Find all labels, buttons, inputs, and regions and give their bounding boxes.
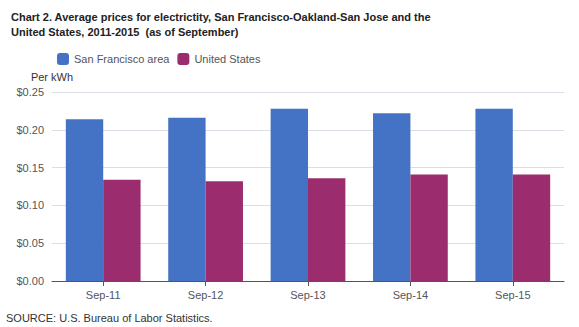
svg-text:SOURCE: U.S. Bureau of Labor S: SOURCE: U.S. Bureau of Labor Statistics. <box>6 312 213 324</box>
svg-text:Sep-13: Sep-13 <box>290 289 325 301</box>
svg-text:United States: United States <box>194 53 261 65</box>
svg-text:Per kWh: Per kWh <box>31 71 73 83</box>
svg-text:$0.15: $0.15 <box>16 162 44 174</box>
svg-text:$0.20: $0.20 <box>16 124 44 136</box>
svg-text:$0.00: $0.00 <box>16 275 44 287</box>
svg-text:$0.10: $0.10 <box>16 199 44 211</box>
svg-text:Sep-14: Sep-14 <box>393 289 428 301</box>
svg-text:San Francisco area: San Francisco area <box>74 53 170 65</box>
svg-text:Sep-15: Sep-15 <box>495 289 530 301</box>
svg-text:$0.25: $0.25 <box>16 86 44 98</box>
svg-text:United States, 2011-2015 (as: United States, 2011-2015 (as of Septembe… <box>11 26 239 38</box>
svg-text:Sep-12: Sep-12 <box>188 289 223 301</box>
svg-text:Chart 2. Average prices for el: Chart 2. Average prices for electrictity… <box>11 11 431 23</box>
svg-text:$0.05: $0.05 <box>16 237 44 249</box>
svg-text:Sep-11: Sep-11 <box>86 289 121 301</box>
